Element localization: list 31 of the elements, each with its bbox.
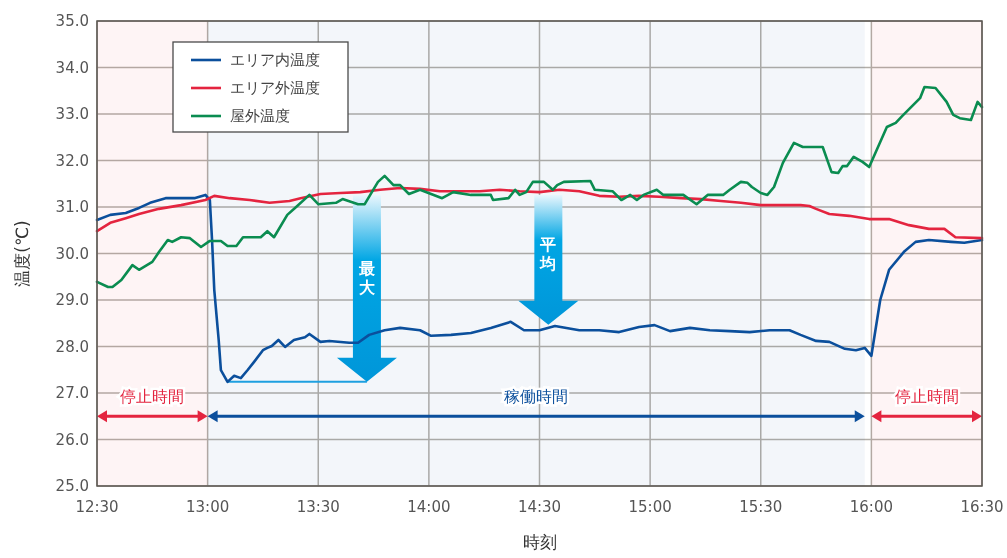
- x-tick-label: 16:00: [849, 498, 893, 516]
- y-tick-label: 31.0: [55, 198, 89, 217]
- y-tick-label: 25.0: [55, 477, 89, 496]
- line-series: [95, 193, 984, 384]
- band-label: 停止時間: [120, 386, 185, 406]
- x-axis-title: 時刻: [522, 532, 557, 552]
- x-tick-label: 14:00: [407, 498, 451, 516]
- y-tick-label: 26.0: [55, 430, 89, 449]
- y-tick-label: 28.0: [55, 337, 89, 356]
- x-tick-label: 14:30: [517, 498, 562, 516]
- legend-label: エリア内温度: [230, 51, 320, 70]
- band-label: 稼働時間: [504, 386, 569, 406]
- y-axis-title: 温度(℃): [11, 220, 32, 287]
- legend-label: 屋外温度: [230, 107, 290, 126]
- x-tick-label: 13:00: [186, 498, 230, 516]
- annotation: 最大: [357, 258, 376, 297]
- y-tick-label: 29.0: [55, 291, 89, 310]
- x-tick-label: 16:30: [960, 498, 1004, 516]
- x-tick-label: 15:30: [739, 498, 783, 516]
- y-tick-label: 27.0: [55, 384, 89, 403]
- y-tick-label: 34.0: [55, 58, 89, 77]
- x-tick-label: 12:30: [75, 498, 119, 516]
- legend-label: エリア外温度: [230, 79, 320, 98]
- y-tick-label: 33.0: [55, 105, 89, 124]
- y-tick-label: 32.0: [55, 151, 89, 170]
- band-label: 停止時間: [894, 386, 959, 406]
- y-tick-label: 30.0: [55, 244, 89, 263]
- x-tick-label: 13:30: [296, 498, 340, 516]
- y-tick-label: 35.0: [55, 12, 89, 31]
- annotation: 平均: [539, 234, 557, 273]
- x-tick-label: 15:00: [628, 498, 672, 516]
